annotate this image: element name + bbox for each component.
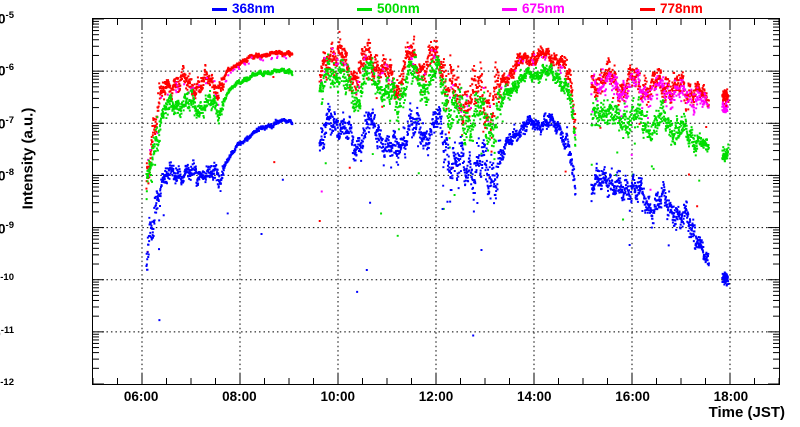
legend-label: 778nm	[660, 1, 703, 16]
x-tick-label: 16:00	[615, 389, 650, 404]
legend-item-368nm: 368nm	[212, 0, 275, 18]
y-tick-label: 10-7	[0, 114, 14, 132]
series-tail-500nm	[722, 148, 729, 160]
series-500nm	[145, 51, 730, 237]
legend-item-675nm: 675nm	[502, 0, 565, 18]
y-tick-label: 10-10	[0, 271, 14, 289]
tail-points-500nm	[722, 148, 729, 160]
x-axis-title: Time (JST)	[708, 404, 785, 421]
scatter-plot	[93, 19, 779, 384]
y-tick-label: 10-6	[0, 62, 14, 79]
legend-swatch-icon	[640, 7, 655, 11]
series-points-368nm	[145, 102, 730, 337]
plot-frame	[92, 18, 780, 385]
legend-item-500nm: 500nm	[357, 0, 420, 18]
tail-points-368nm	[722, 271, 729, 285]
tail-points-778nm	[722, 90, 729, 107]
series-tail-368nm	[722, 271, 729, 285]
y-tick-label: 10-8	[0, 167, 14, 184]
y-tick-label: 10-11	[0, 324, 14, 341]
legend-item-778nm: 778nm	[640, 0, 703, 18]
y-tick-label: 10-5	[0, 9, 14, 27]
y-axis-title: Intensity (a.u.)	[19, 107, 37, 210]
legend-swatch-icon	[502, 7, 517, 11]
x-tick-label: 06:00	[123, 389, 159, 404]
legend-label: 368nm	[232, 1, 275, 16]
y-tick-label: 10-12	[0, 376, 14, 394]
y-tick-label: 10-9	[0, 219, 14, 236]
x-tick-label: 12:00	[418, 389, 454, 404]
legend-label: 500nm	[377, 1, 420, 16]
x-tick-label: 08:00	[222, 389, 257, 404]
x-tick-label: 18:00	[713, 389, 749, 404]
legend: 368nm 500nm 675nm 778nm	[0, 0, 800, 18]
legend-swatch-icon	[212, 7, 227, 11]
x-tick-label: 14:00	[517, 389, 552, 404]
series-368nm	[145, 102, 730, 337]
legend-label: 675nm	[522, 1, 565, 16]
series-points-500nm	[145, 51, 730, 237]
legend-swatch-icon	[357, 7, 372, 11]
x-tick-label: 10:00	[320, 389, 355, 404]
series-tail-778nm	[722, 90, 729, 107]
